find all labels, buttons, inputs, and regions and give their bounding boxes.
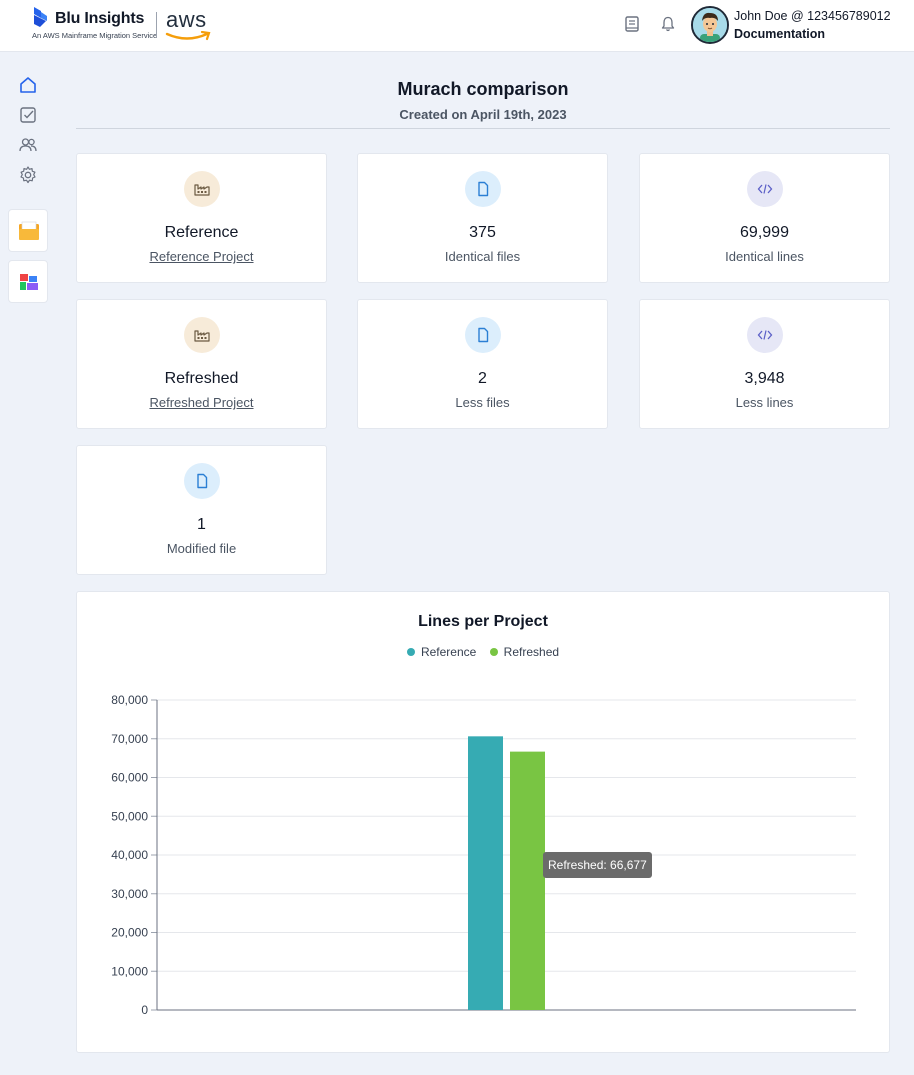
bar-refreshed[interactable] [510,751,545,1010]
y-tick-label: 50,000 [111,809,148,823]
bell-icon[interactable] [659,15,677,33]
refreshed-project-link[interactable]: Refreshed Project [149,395,254,410]
users-icon[interactable] [18,135,38,155]
code-icon [757,330,773,340]
legend-label: Reference [420,645,477,659]
card-icon-badge [184,463,220,499]
y-tick-label: 70,000 [111,732,148,746]
chart-tooltip: Refreshed: 66,677 [543,852,652,878]
card-identical-files: 375 Identical files [357,153,608,283]
aws-smile-icon [165,31,211,41]
y-tick-label: 60,000 [111,771,148,785]
bar-reference[interactable] [468,736,503,1010]
blu-insights-logo-mark-icon [34,7,47,27]
top-header: Blu Insights An AWS Mainframe Migration … [0,0,914,52]
factory-icon [194,330,210,342]
card-icon-badge [184,317,220,353]
file-icon [197,473,208,489]
legend-label: Refreshed [503,645,560,659]
card-value: 1 [197,516,206,533]
home-icon[interactable] [18,75,38,95]
card-icon-badge [747,171,783,207]
card-label: Identical files [444,249,521,264]
sidebar-app-codebase[interactable] [8,209,48,252]
card-label: Modified file [166,541,237,556]
factory-icon [194,184,210,196]
card-value: 3,948 [744,370,785,387]
documentation-link[interactable]: Documentation [734,27,825,41]
avatar[interactable] [691,6,729,44]
card-icon-badge [465,317,501,353]
card-icon-badge [465,171,501,207]
card-less-lines: 3,948 Less lines [639,299,890,429]
aws-logo-text: aws [166,7,207,32]
page-subtitle: Created on April 19th, 2023 [399,107,567,122]
chart-title: Lines per Project [418,613,548,630]
user-account-name: John Doe @ 123456789012 [734,9,891,23]
sidebar-app-transformation[interactable] [8,260,48,303]
blocks-app-icon [20,274,38,290]
file-icon [478,327,489,343]
lines-per-project-chart: 80,000 70,000 60,000 50,000 40,000 30,000 20,0… [76,591,890,1053]
y-tick-label: 0 [141,1003,148,1017]
card-modified-file: 1 Modified file [76,445,327,575]
y-tick-label: 10,000 [111,964,148,978]
blu-insights-logo[interactable]: Blu Insights An AWS Mainframe Migration … [30,6,220,46]
y-tick-label: 20,000 [111,926,148,940]
reference-project-link[interactable]: Reference Project [149,249,254,264]
card-value: 375 [469,224,496,241]
brand-title: Blu Insights [55,10,145,27]
y-tick-label: 30,000 [111,887,148,901]
avatar-person-icon [693,8,727,42]
card-refreshed-project: Refreshed Refreshed Project [76,299,327,429]
code-icon [757,184,773,194]
gear-icon[interactable] [18,165,38,185]
brand-divider [156,12,157,38]
y-tick-label: 80,000 [111,693,148,707]
checklist-icon[interactable] [18,105,38,125]
card-value: Reference [164,224,239,241]
page-title: Murach comparison [397,79,569,99]
card-label: Less lines [735,395,794,410]
card-reference-project: Reference Reference Project [76,153,327,283]
book-icon[interactable] [623,15,641,33]
y-tick-label: 40,000 [111,848,148,862]
card-identical-lines: 69,999 Identical lines [639,153,890,283]
card-value: Refreshed [164,370,239,387]
legend-dot [489,648,498,656]
card-icon-badge [747,317,783,353]
chart-canvas: 80,000 70,000 60,000 50,000 40,000 30,000 20,0… [111,693,856,1017]
card-label: Identical lines [725,249,804,264]
title-divider [76,128,890,129]
card-less-files: 2 Less files [357,299,608,429]
chart-legend: Reference Refreshed [77,645,889,659]
folder-app-icon [19,221,39,240]
brand-subtitle: An AWS Mainframe Migration Service [32,31,158,40]
card-value: 69,999 [740,224,789,241]
card-icon-badge [184,171,220,207]
file-icon [478,181,489,197]
legend-item-reference[interactable]: Reference [406,645,477,659]
legend-dot [406,648,415,656]
card-label: Less files [455,395,510,410]
legend-item-refreshed[interactable]: Refreshed [489,645,560,659]
card-value: 2 [478,370,487,387]
